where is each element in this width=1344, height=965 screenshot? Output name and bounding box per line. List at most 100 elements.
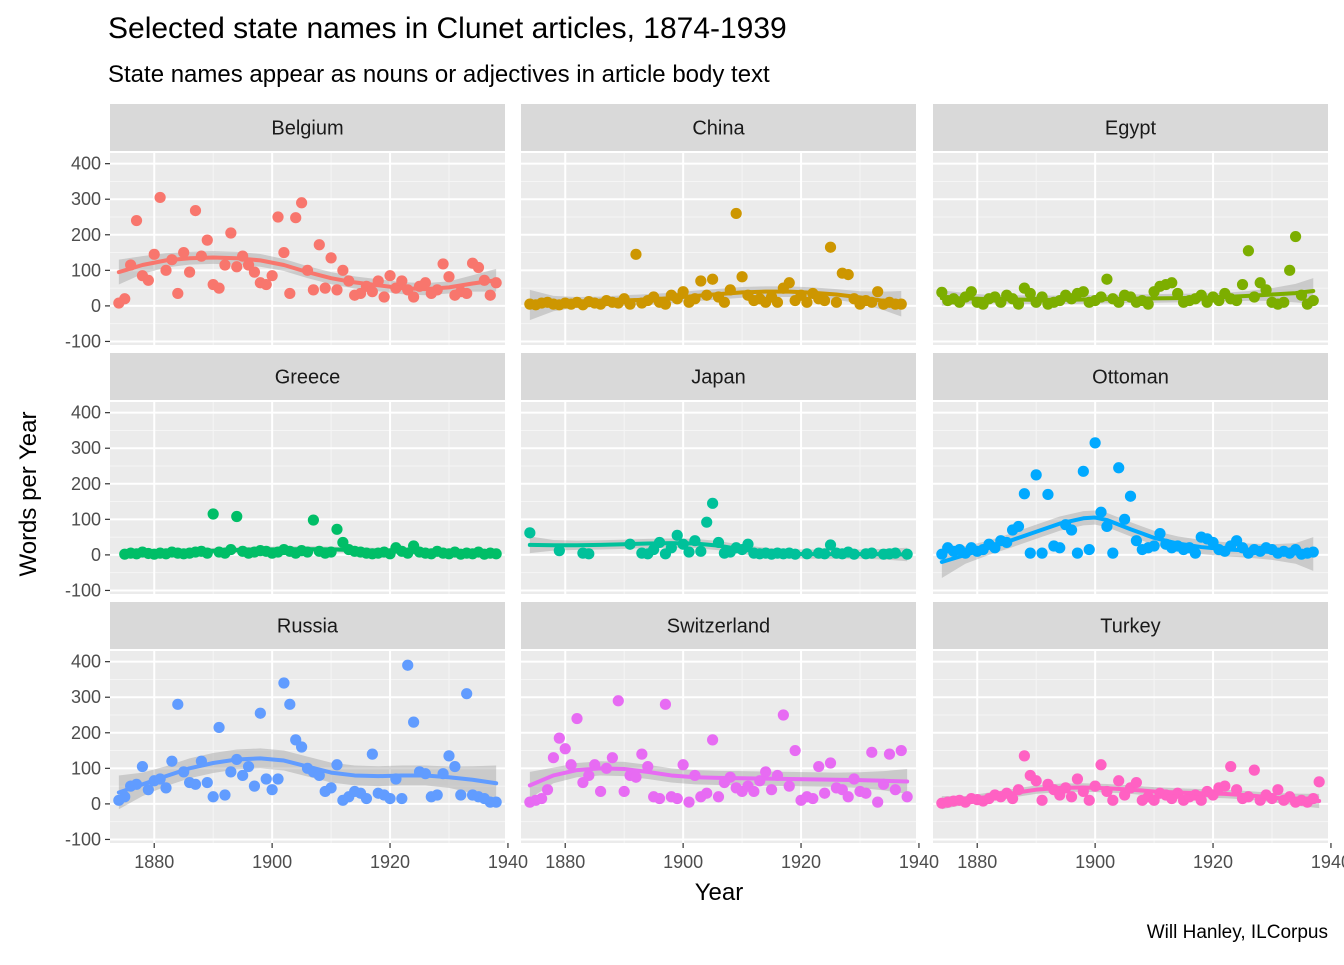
data-point <box>1054 542 1066 554</box>
data-point <box>266 784 278 796</box>
data-point <box>866 746 878 758</box>
facet-strip <box>933 602 1328 649</box>
data-point <box>789 744 801 757</box>
data-point <box>201 234 213 246</box>
panel-background <box>110 651 505 843</box>
data-point <box>337 264 349 276</box>
confidence-band <box>941 510 1314 578</box>
data-point <box>396 275 408 287</box>
data-point <box>606 752 618 764</box>
data-point <box>360 792 373 805</box>
data-point <box>266 270 278 282</box>
data-point <box>1089 437 1101 449</box>
x-tick-label: 1940 <box>488 852 528 872</box>
data-point <box>1101 273 1113 285</box>
data-point <box>331 523 343 535</box>
facet-strip-label: China <box>692 118 745 140</box>
facet-strip <box>933 353 1328 400</box>
y-tick-label: 200 <box>71 474 101 494</box>
x-tick-label: 1940 <box>1311 852 1344 872</box>
data-point <box>207 508 219 520</box>
data-point <box>630 248 642 260</box>
data-point <box>148 248 160 260</box>
data-point <box>313 239 325 251</box>
data-point <box>659 298 672 310</box>
y-tick-label: 100 <box>71 758 101 778</box>
data-point <box>813 760 825 773</box>
facet-strip <box>521 602 916 649</box>
data-point <box>1284 264 1296 276</box>
data-point <box>1142 298 1154 310</box>
data-point <box>408 291 420 303</box>
y-axis-title: Words per Year <box>15 412 42 577</box>
smooth-line <box>527 766 910 788</box>
data-point <box>119 293 131 305</box>
data-point <box>936 286 948 298</box>
data-point <box>1065 791 1078 803</box>
data-point <box>807 792 819 805</box>
y-tick-label: 100 <box>71 260 101 280</box>
data-point <box>378 291 390 303</box>
data-point <box>1071 547 1084 559</box>
data-point <box>160 782 172 794</box>
data-point <box>1077 465 1089 477</box>
data-point <box>819 294 831 307</box>
data-point <box>490 796 502 808</box>
data-point <box>618 785 630 798</box>
facet-egypt: Egypt <box>933 104 1332 345</box>
data-point <box>553 732 565 744</box>
data-point <box>154 191 166 204</box>
data-point <box>313 769 325 782</box>
data-point <box>541 784 554 796</box>
data-point <box>553 545 565 557</box>
data-point <box>901 791 913 803</box>
data-point <box>860 787 872 799</box>
smooth-line <box>527 541 910 557</box>
x-tick-label: 1900 <box>663 852 703 872</box>
data-point <box>1018 488 1030 500</box>
data-point <box>449 760 461 773</box>
data-point <box>1077 286 1089 298</box>
data-point <box>653 792 666 805</box>
data-point <box>801 296 813 308</box>
data-point <box>142 784 154 796</box>
data-point <box>1189 547 1201 559</box>
data-point <box>1071 773 1084 785</box>
data-point <box>1231 784 1243 796</box>
facet-strip <box>110 602 505 649</box>
data-point <box>707 273 719 285</box>
smooth-line <box>527 289 904 307</box>
data-point <box>1242 245 1255 257</box>
x-tick-label: 1940 <box>899 852 939 872</box>
smooth-line <box>116 756 499 795</box>
data-point <box>1260 284 1272 296</box>
data-point <box>248 266 261 278</box>
data-point <box>213 721 225 734</box>
data-point <box>677 759 689 771</box>
panel-background <box>933 651 1328 843</box>
y-tick-label: 300 <box>71 687 101 707</box>
data-point <box>1012 520 1025 533</box>
data-point <box>1289 230 1302 243</box>
data-point <box>431 789 443 801</box>
data-point <box>331 759 343 771</box>
data-point <box>730 207 742 220</box>
y-tick-label: 100 <box>71 509 101 529</box>
data-point <box>1006 792 1019 805</box>
panel-background <box>521 402 916 594</box>
data-point <box>842 269 854 281</box>
data-point <box>783 277 795 289</box>
facet-turkey: Turkey 1880 1900 1920 1940 <box>933 602 1344 872</box>
data-point <box>671 792 683 805</box>
data-point <box>765 784 778 796</box>
data-points <box>524 207 907 311</box>
data-point <box>396 792 408 805</box>
smooth-line <box>939 515 1316 564</box>
data-point <box>484 289 496 301</box>
data-point <box>695 275 707 287</box>
data-point <box>166 755 178 767</box>
data-point <box>402 659 414 671</box>
facet-strip-label: Ottoman <box>1092 367 1169 389</box>
y-tick-label: -100 <box>65 331 101 351</box>
